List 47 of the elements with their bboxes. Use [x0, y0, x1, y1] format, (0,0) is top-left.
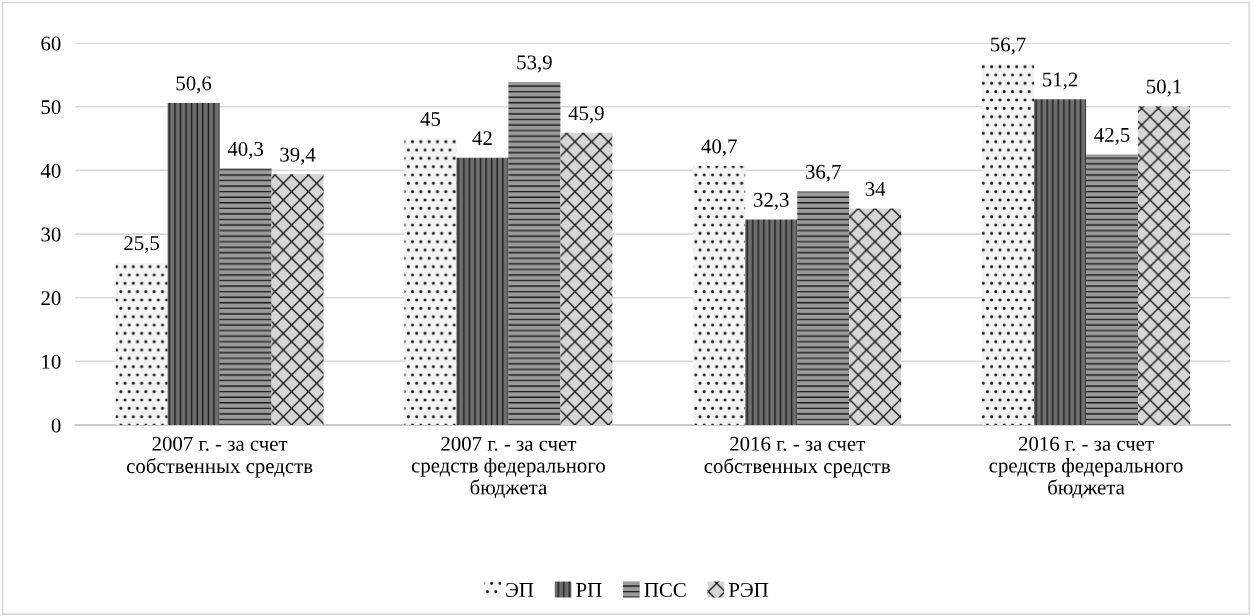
y-tick-label: 30	[41, 227, 61, 242]
bar	[1086, 154, 1139, 426]
bar	[219, 168, 272, 426]
bar	[1138, 106, 1191, 426]
y-tick-label: 40	[40, 163, 61, 178]
data-label: 45	[420, 112, 441, 127]
data-label: 51,2	[1043, 72, 1078, 90]
bar	[271, 174, 324, 426]
data-label: 56,7	[991, 37, 1026, 55]
x-tick-label: 2007 г. - за счет собственных средств	[126, 436, 313, 478]
data-label: 25,5	[124, 236, 160, 254]
legend-label: ЭП	[506, 582, 534, 597]
data-label: 50,6	[176, 76, 212, 94]
bar	[797, 191, 850, 426]
data-label: 53,9	[517, 55, 552, 73]
bar	[849, 208, 902, 426]
bar	[982, 64, 1035, 426]
bar	[508, 81, 561, 426]
data-label: 40,3	[227, 141, 263, 159]
legend-label: ПСС	[644, 582, 686, 597]
y-tick-label: 10	[42, 354, 61, 369]
data-label: 36,7	[805, 164, 841, 182]
data-label: 39,4	[280, 147, 316, 165]
x-tick-label: 2007 г. - за счет средств федерального бюджета	[411, 436, 605, 499]
y-tick-label: 20	[41, 291, 61, 306]
bar	[404, 138, 457, 426]
bar	[745, 219, 798, 426]
bar	[560, 132, 613, 426]
x-tick-label: 2016 г. - за счет собственных средств	[704, 436, 890, 478]
bar	[1034, 99, 1087, 426]
data-label: 42,5	[1094, 127, 1130, 145]
x-tick-label: 2016 г. - за счет средств федерального бюджета	[989, 436, 1183, 499]
data-label: 42	[472, 131, 492, 145]
bar	[456, 157, 509, 426]
data-label: 45,9	[568, 106, 604, 124]
y-tick-label: 0	[51, 418, 61, 433]
y-tick-label: 50	[41, 100, 61, 115]
legend-label: РЭП	[728, 582, 769, 597]
data-label: 32,3	[753, 192, 789, 210]
bar	[115, 262, 168, 426]
data-label: 50,1	[1147, 79, 1181, 97]
y-tick-label: 60	[41, 36, 61, 51]
bar	[693, 165, 746, 426]
data-label: 34	[865, 182, 886, 197]
bar	[167, 102, 220, 426]
data-label: 40,7	[701, 139, 737, 157]
legend-label: РП	[576, 583, 602, 597]
